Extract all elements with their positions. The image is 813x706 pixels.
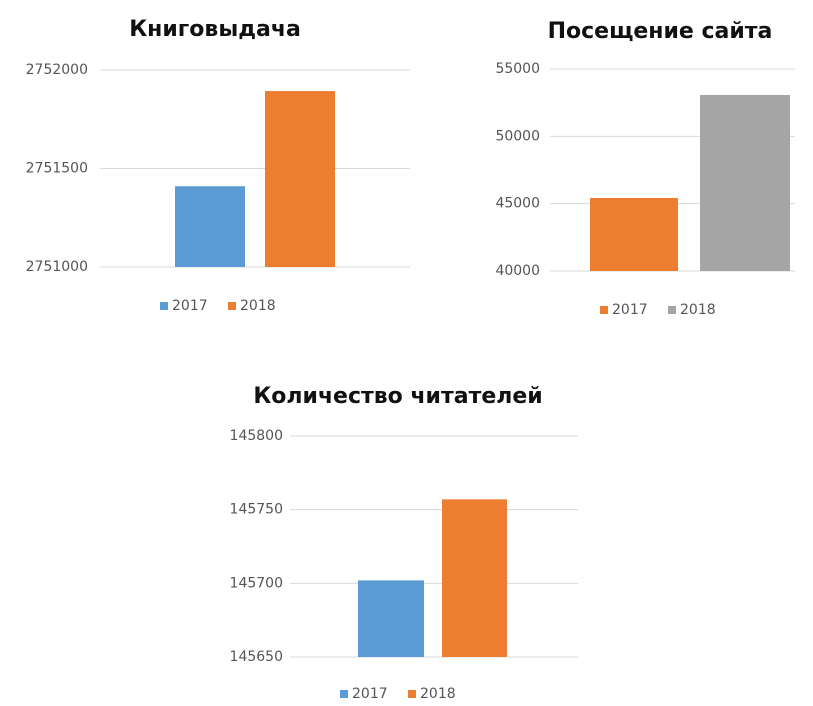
bar <box>358 580 424 657</box>
y-tick-label: 40000 <box>495 263 540 279</box>
bar <box>265 91 335 267</box>
chart-title: Количество читателей <box>253 384 542 409</box>
y-tick-label: 145650 <box>230 649 283 665</box>
legend-label: 2017 <box>352 686 388 702</box>
legend-label: 2017 <box>172 298 208 314</box>
y-tick-label: 2751500 <box>26 161 88 177</box>
chart-title: Книговыдача <box>129 17 301 42</box>
y-tick-label: 50000 <box>495 128 540 144</box>
bar <box>442 499 507 657</box>
y-tick-label: 2752000 <box>26 62 88 78</box>
y-tick-label: 2751000 <box>26 259 88 275</box>
y-tick-label: 55000 <box>495 61 540 77</box>
y-tick-label: 145700 <box>230 575 283 591</box>
legend-label: 2018 <box>680 302 716 318</box>
legend-swatch <box>160 302 168 310</box>
legend-label: 2018 <box>240 298 276 314</box>
legend-label: 2018 <box>420 686 456 702</box>
bar <box>590 198 678 271</box>
chart-title: Посещение сайта <box>548 19 773 44</box>
legend-swatch <box>228 302 236 310</box>
legend-swatch <box>600 306 608 314</box>
bar <box>175 186 245 267</box>
y-tick-label: 145800 <box>230 428 283 444</box>
legend-swatch <box>668 306 676 314</box>
bar <box>700 94 790 272</box>
y-tick-label: 145750 <box>230 502 283 518</box>
legend-label: 2017 <box>612 302 648 318</box>
legend-swatch <box>408 690 416 698</box>
legend-swatch <box>340 690 348 698</box>
y-tick-label: 45000 <box>495 196 540 212</box>
